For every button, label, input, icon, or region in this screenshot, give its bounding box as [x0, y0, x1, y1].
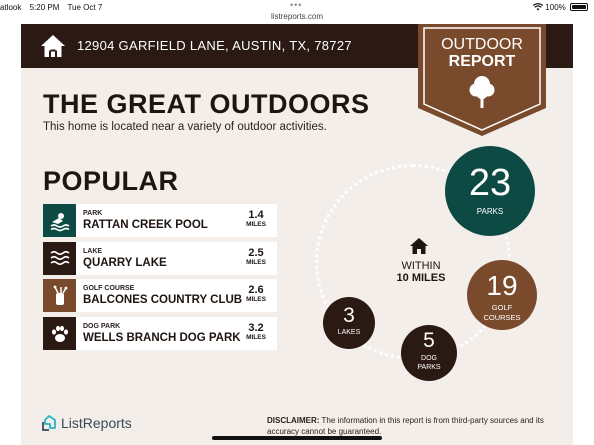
waves-icon — [43, 241, 76, 275]
dog-parks-count: 5 — [423, 329, 435, 352]
disclaimer-text: The information in this report is from t… — [267, 416, 544, 436]
banner-title-line2: REPORT — [448, 53, 516, 70]
wifi-icon — [532, 3, 544, 11]
distance-unit: MILES — [246, 258, 266, 266]
golf-label-line2: COURSES — [483, 313, 521, 322]
distance-value: 1.4 — [248, 209, 264, 221]
popular-heading: POPULAR — [43, 166, 179, 196]
within-distance: 10 MILES — [396, 272, 446, 284]
item-name: BALCONES COUNTRY CLUB — [83, 294, 243, 307]
item-distance: 1.4 MILES — [241, 209, 271, 228]
parks-label: PARKS — [476, 207, 504, 216]
distance-unit: MILES — [246, 296, 266, 304]
list-item[interactable]: GOLF COURSE BALCONES COUNTRY CLUB 2.6 MI… — [43, 279, 277, 313]
property-address: 12904 GARFIELD LANE, AUSTIN, TX, 78727 — [77, 38, 352, 53]
golf-count: 19 — [486, 270, 518, 301]
item-category: PARK — [83, 210, 103, 217]
list-item[interactable]: DOG PARK WELLS BRANCH DOG PARK 3.2 MILES — [43, 317, 277, 351]
distance-unit: MILES — [246, 334, 266, 342]
parks-count-bubble: 23 PARKS — [445, 146, 535, 236]
golf-label: GOLF COURSES — [467, 303, 537, 323]
disclaimer-label: DISCLAIMER: — [267, 416, 320, 425]
paw-icon — [43, 317, 76, 351]
page-subtitle: This home is located near a variety of o… — [43, 121, 327, 133]
banner-title-line1: OUTDOOR — [441, 36, 523, 53]
item-distance: 2.5 MILES — [241, 247, 271, 266]
pool-icon — [43, 204, 76, 237]
status-right: 100% — [532, 3, 588, 12]
list-item[interactable]: LAKE QUARRY LAKE 2.5 MILES — [43, 241, 277, 275]
home-icon — [410, 238, 428, 254]
status-date: Tue Oct 7 — [67, 3, 103, 12]
home-indicator[interactable] — [212, 436, 382, 440]
home-icon — [41, 35, 65, 57]
item-category: GOLF COURSE — [83, 285, 135, 293]
tree-icon — [469, 76, 495, 108]
battery-icon — [570, 3, 588, 11]
popular-list: PARK RATTAN CREEK POOL 1.4 MILES LAKE QU… — [43, 204, 277, 355]
dog-parks-label-line1: DOG — [421, 355, 437, 362]
item-name: WELLS BRANCH DOG PARK — [83, 332, 241, 345]
item-category: DOG PARK — [83, 323, 121, 331]
page-title: THE GREAT OUTDOORS — [43, 89, 370, 119]
status-left: atlook 5:20 PM Tue Oct 7 — [0, 3, 108, 12]
status-time: 5:20 PM — [29, 3, 60, 12]
golf-label-line1: GOLF — [491, 303, 513, 312]
golf-count-bubble: 19 GOLF COURSES — [467, 260, 537, 330]
item-name: RATTAN CREEK POOL — [83, 219, 208, 231]
lakes-count-bubble: 3 LAKES — [323, 297, 375, 349]
distance-value: 2.5 — [248, 246, 264, 259]
listreports-logo-icon — [42, 415, 56, 431]
item-name: QUARRY LAKE — [83, 256, 167, 269]
url-label[interactable]: listreports.com — [270, 12, 323, 21]
list-item[interactable]: PARK RATTAN CREEK POOL 1.4 MILES — [43, 204, 277, 237]
logo-text: ListReports — [61, 415, 132, 431]
item-category: LAKE — [83, 247, 103, 255]
distance-unit: MILES — [246, 221, 266, 228]
item-distance: 3.2 MILES — [241, 322, 271, 341]
disclaimer: DISCLAIMER: The information in this repo… — [267, 415, 557, 437]
within-label: WITHIN — [401, 260, 441, 272]
parks-count: 23 — [468, 162, 512, 204]
lakes-label: LAKES — [337, 329, 361, 336]
dog-parks-label-line2: PARKS — [417, 364, 441, 371]
outdoor-report-page: 12904 GARFIELD LANE, AUSTIN, TX, 78727 O… — [21, 24, 573, 445]
lakes-count: 3 — [343, 304, 355, 327]
item-distance: 2.6 MILES — [241, 284, 271, 303]
golf-bag-icon — [43, 279, 76, 313]
status-app-label[interactable]: atlook — [0, 3, 22, 12]
distance-value: 2.6 — [248, 284, 264, 297]
status-bar: atlook 5:20 PM Tue Oct 7 ••• listreports… — [0, 0, 594, 24]
dog-parks-label: DOG PARKS — [401, 354, 457, 372]
dog-parks-count-bubble: 5 DOG PARKS — [401, 325, 457, 381]
battery-percent: 100% — [545, 3, 566, 12]
distance-value: 3.2 — [248, 322, 264, 335]
multitasking-dots-icon[interactable]: ••• — [290, 0, 303, 10]
